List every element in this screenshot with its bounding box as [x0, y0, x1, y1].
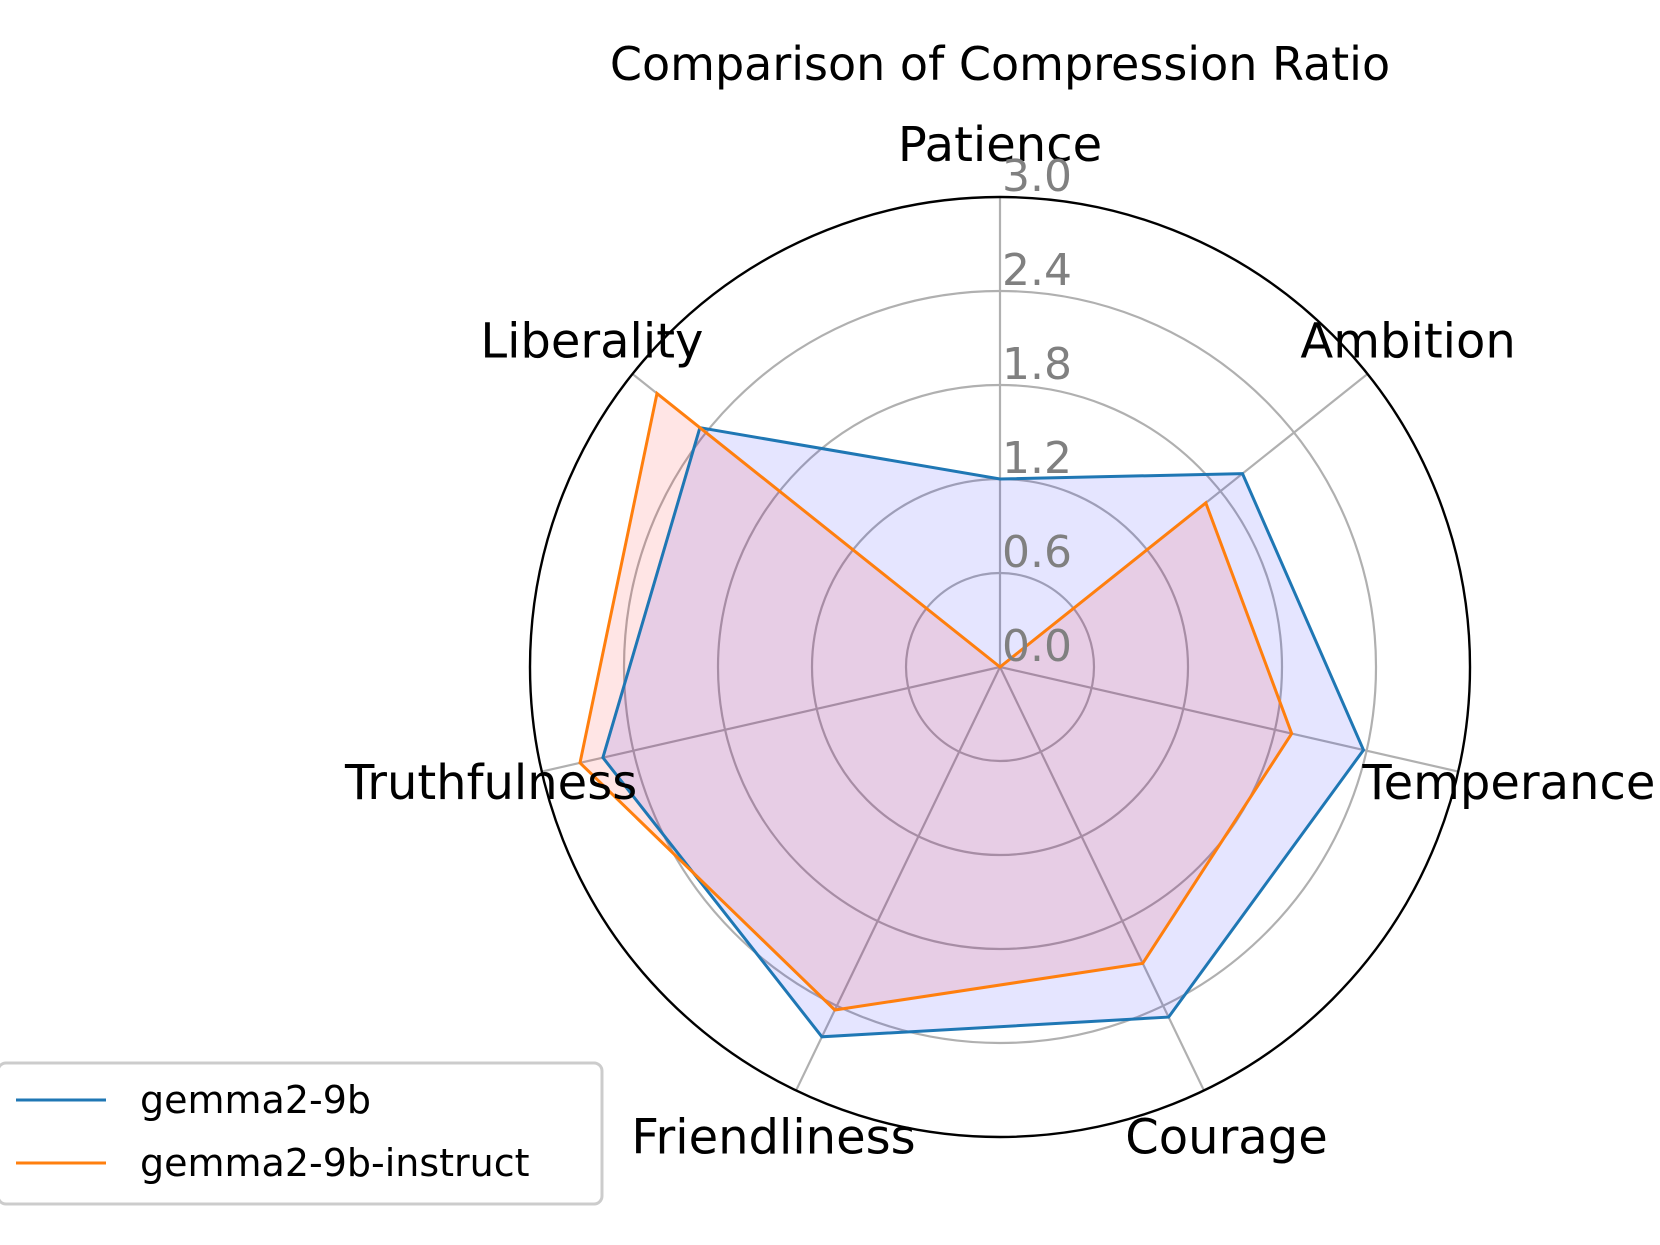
- radial-grid: [528, 195, 1472, 1139]
- r-tick-label: 2.4: [1002, 245, 1072, 296]
- category-label: Patience: [898, 117, 1102, 173]
- series-fill-2: [580, 393, 1292, 1010]
- spoke-line: [999, 666, 1205, 1091]
- series-line-1: [601, 425, 1366, 1039]
- category-label: Ambition: [1300, 314, 1515, 370]
- spoke-line: [541, 665, 1001, 773]
- r-tick-label: 0.6: [1002, 527, 1072, 578]
- outer-frame: [528, 195, 1472, 1139]
- r-tick-label: 1.2: [1002, 433, 1072, 484]
- legend-label: gemma2-9b: [140, 1078, 371, 1122]
- radial-tick-labels: 0.0 0.6 1.2 1.8 2.4 3.0: [1002, 151, 1072, 672]
- spoke-line: [795, 666, 1001, 1091]
- legend: gemma2-9b gemma2-9b-instruct: [0, 1061, 604, 1206]
- spoke-line: [999, 665, 1459, 773]
- r-tick-label: 1.8: [1002, 339, 1072, 390]
- category-label: Courage: [1125, 1109, 1327, 1165]
- legend-label: gemma2-9b-instruct: [140, 1141, 530, 1185]
- category-label: Truthfulness: [344, 755, 637, 811]
- r-tick-label: 0.0: [1002, 621, 1072, 672]
- series-line-2: [578, 390, 1294, 1012]
- category-label: Liberality: [480, 314, 703, 370]
- legend-box: [0, 1061, 604, 1206]
- category-label: Temperance: [1361, 755, 1655, 811]
- category-labels: Patience Ambition Temperance Courage Friendl…: [344, 117, 1655, 1165]
- r-tick-label: 3.0: [1002, 151, 1072, 202]
- series-layer: [578, 390, 1366, 1039]
- category-label: Friendliness: [631, 1109, 915, 1165]
- series-fill-1: [602, 427, 1364, 1037]
- chart-title: Comparison of Compression Ratio: [610, 37, 1390, 91]
